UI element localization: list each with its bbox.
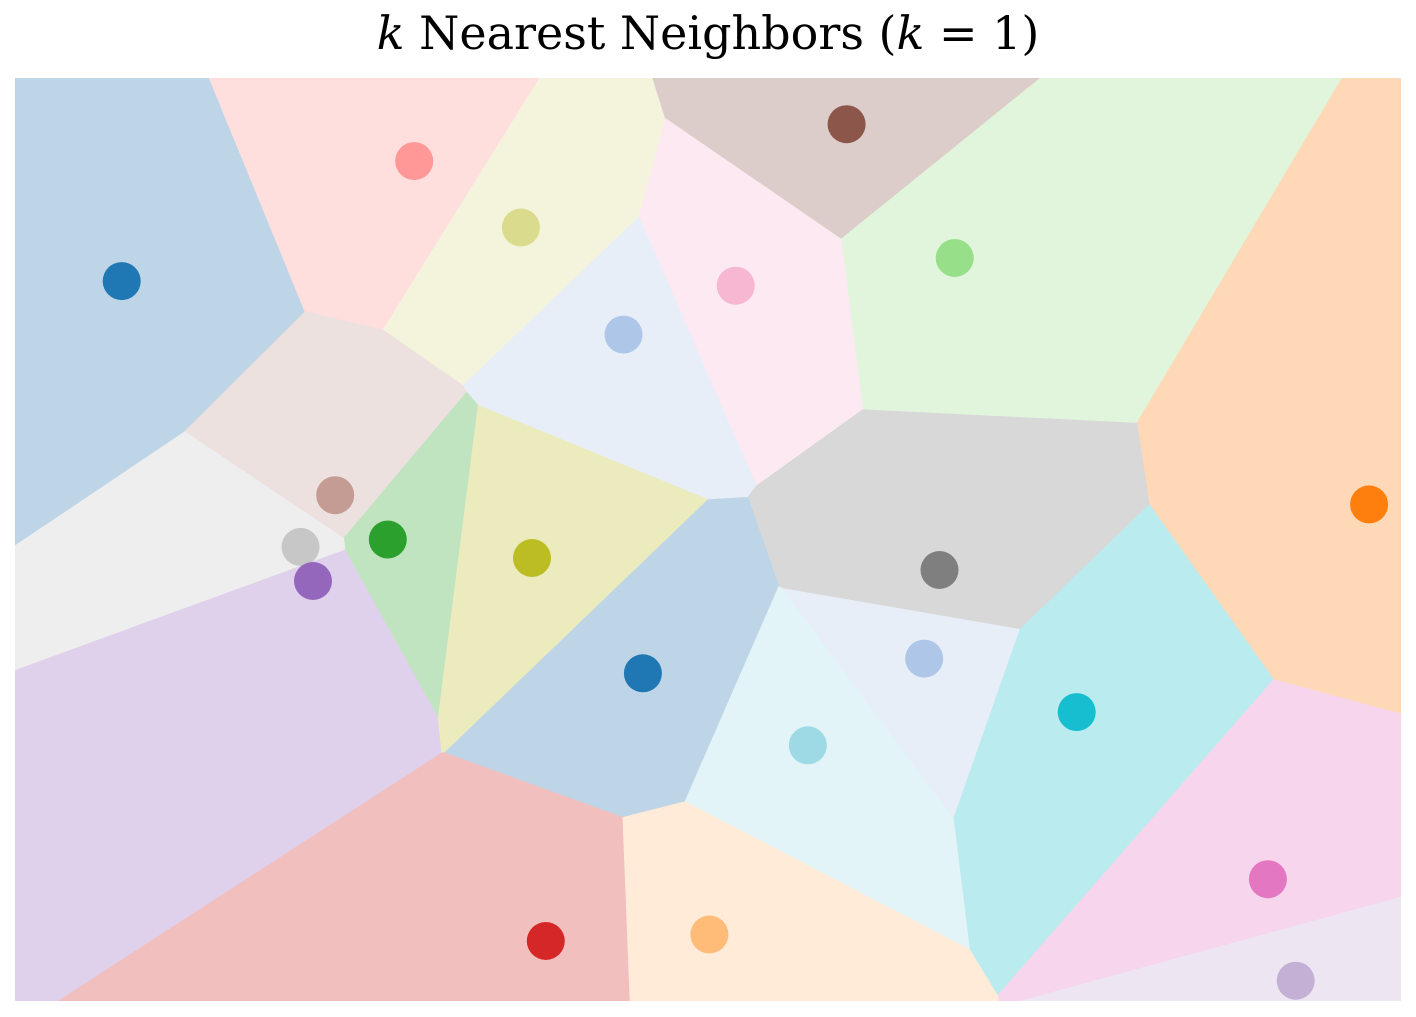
data-point-8 [1350, 485, 1389, 524]
data-point-15 [623, 654, 662, 693]
data-point-18 [788, 726, 827, 765]
chart-title: k Nearest Neighbors (k = 1) [0, 6, 1416, 60]
data-point-2 [395, 142, 434, 181]
data-point-1 [102, 262, 141, 301]
title-k-symbol: k [376, 6, 405, 60]
data-point-3 [501, 208, 540, 247]
data-point-19 [1248, 860, 1287, 899]
data-point-4 [827, 105, 866, 144]
decision-region-19 [997, 679, 1401, 1001]
title-suffix: = 1) [924, 6, 1040, 60]
data-point-6 [716, 266, 755, 305]
data-point-10 [368, 520, 407, 559]
data-point-13 [513, 539, 551, 577]
data-point-22 [1276, 961, 1315, 1000]
title-text: Nearest Neighbors ( [404, 6, 897, 60]
decision-regions [15, 78, 1401, 1001]
title-k-variable: k [896, 6, 925, 60]
data-point-7 [604, 315, 643, 354]
data-point-11 [281, 527, 320, 566]
data-point-20 [526, 922, 565, 960]
data-point-14 [920, 551, 959, 589]
data-point-16 [905, 639, 944, 678]
training-points [102, 105, 1389, 1000]
data-point-9 [316, 476, 355, 515]
data-point-12 [294, 562, 332, 600]
data-point-17 [1057, 693, 1096, 732]
data-point-21 [690, 915, 729, 954]
data-point-5 [935, 239, 974, 277]
